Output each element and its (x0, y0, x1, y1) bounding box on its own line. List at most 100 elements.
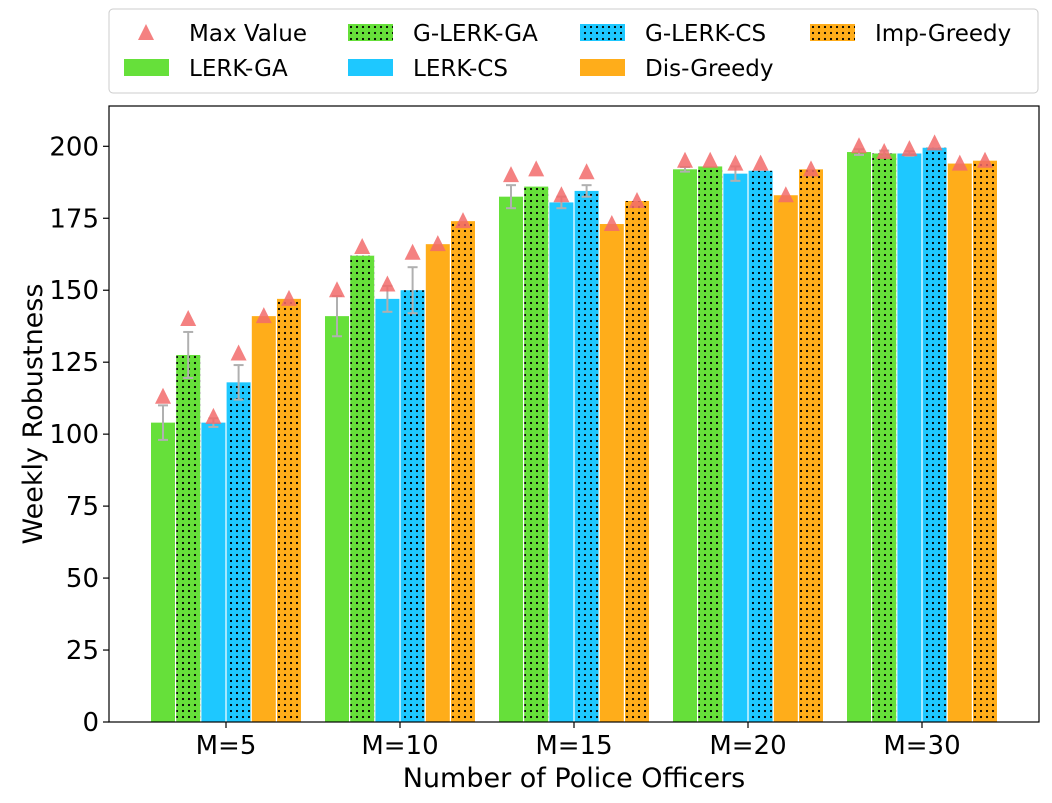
max-value-marker-lerk-cs-m-30 (901, 140, 918, 157)
max-value-marker-g-lerk-ga-m-20 (702, 151, 719, 168)
bar-lerk-ga-m-10 (325, 316, 349, 722)
max-value-marker-lerk-ga-m-5 (155, 387, 171, 404)
x-tick-label-m-20: M=20 (709, 731, 786, 761)
max-value-marker-lerk-cs-m-5 (205, 407, 222, 424)
legend-swatch (580, 24, 625, 41)
max-value-marker-g-lerk-ga-m-15 (528, 160, 545, 177)
legend-item-lerk-ga: LERK-GA (124, 56, 288, 82)
y-axis-ticks: 0 25 50 75 100 125 150 175 200 (49, 132, 109, 738)
bar-imp-greedy-m-15 (625, 200, 649, 722)
x-tick-label-m-15: M=15 (535, 731, 612, 761)
legend-label: G-LERK-CS (645, 21, 766, 47)
x-tick-label-m-10: M=10 (361, 731, 438, 761)
bar-lerk-cs-m-5 (201, 422, 226, 722)
max-value-marker-g-lerk-cs-m-15 (578, 163, 595, 180)
legend-item-g-lerk-cs: G-LERK-CS (580, 21, 766, 47)
bar-imp-greedy-m-10 (451, 221, 475, 722)
legend-item-max-value: Max Value (138, 21, 307, 47)
y-tick-label: 50 (66, 564, 99, 594)
max-value-marker-imp-greedy-m-20 (803, 160, 819, 177)
legend-swatch (810, 24, 855, 41)
bar-dis-greedy-m-20 (773, 195, 798, 722)
max-value-marker-g-lerk-ga-m-10 (354, 238, 371, 255)
bar-lerk-cs-m-15 (549, 202, 574, 722)
bar-dis-greedy-m-10 (425, 244, 450, 723)
max-value-marker-dis-greedy-m-5 (255, 307, 272, 324)
max-value-marker-lerk-ga-m-15 (503, 166, 519, 183)
legend-label: G-LERK-GA (413, 21, 538, 47)
max-value-marker-g-lerk-cs-m-30 (926, 134, 943, 151)
bar-g-lerk-cs-m-30 (922, 147, 947, 723)
max-value-marker-dis-greedy-m-20 (777, 186, 794, 203)
bar-dis-greedy-m-5 (251, 316, 276, 722)
legend-label: Max Value (189, 21, 307, 47)
bars-layer (151, 147, 997, 723)
max-value-marker-imp-greedy-m-30 (977, 151, 993, 168)
y-tick-label: 150 (49, 276, 99, 306)
y-tick-label: 75 (66, 492, 99, 522)
y-axis-label: Weekly Robustness (18, 284, 49, 545)
error-bar-g-lerk-cs-m-5 (233, 364, 244, 401)
max-value-marker-imp-greedy-m-15 (629, 191, 645, 208)
max-value-marker-lerk-ga-m-20 (677, 151, 693, 168)
bar-g-lerk-ga-m-20 (698, 166, 723, 722)
bar-g-lerk-cs-m-20 (748, 170, 773, 722)
y-tick-label: 25 (66, 636, 99, 666)
error-bar-lerk-ga-m-15 (506, 184, 516, 210)
max-value-markers-layer (155, 134, 993, 424)
x-tick-label-m-5: M=5 (196, 731, 257, 761)
max-value-marker-g-lerk-cs-m-20 (752, 154, 769, 171)
max-value-marker-imp-greedy-m-10 (455, 212, 471, 229)
bar-g-lerk-ga-m-10 (350, 255, 375, 722)
max-value-marker-g-lerk-ga-m-5 (180, 310, 197, 327)
bar-g-lerk-cs-m-15 (574, 190, 599, 722)
bar-lerk-ga-m-20 (673, 169, 697, 723)
bar-imp-greedy-m-30 (973, 160, 997, 722)
bar-lerk-ga-m-5 (151, 422, 175, 722)
legend-item-imp-greedy: Imp-Greedy (810, 21, 1011, 47)
error-bar-lerk-ga-m-5 (158, 404, 168, 441)
max-value-marker-lerk-cs-m-10 (379, 275, 396, 292)
max-value-marker-dis-greedy-m-10 (429, 235, 446, 252)
legend-swatch (138, 24, 154, 40)
max-value-marker-lerk-cs-m-20 (727, 154, 744, 171)
legend-item-g-lerk-ga: G-LERK-GA (348, 21, 538, 47)
y-tick-label: 175 (49, 204, 99, 234)
y-tick-label: 125 (49, 348, 99, 378)
legend-frame (108, 8, 1039, 94)
max-value-marker-g-lerk-cs-m-10 (404, 243, 421, 260)
max-value-marker-g-lerk-cs-m-5 (230, 344, 247, 361)
bar-g-lerk-cs-m-10 (400, 290, 425, 722)
max-value-marker-lerk-ga-m-10 (329, 281, 345, 298)
legend-swatch (124, 59, 169, 76)
bar-dis-greedy-m-30 (947, 163, 972, 723)
bar-lerk-ga-m-15 (499, 196, 523, 722)
legend-label: Dis-Greedy (645, 56, 774, 82)
max-value-marker-lerk-cs-m-15 (553, 186, 570, 203)
bar-g-lerk-cs-m-5 (226, 382, 251, 722)
legend-label: Imp-Greedy (875, 21, 1011, 47)
legend-item-dis-greedy: Dis-Greedy (580, 56, 774, 82)
x-tick-label-m-30: M=30 (883, 731, 960, 761)
max-value-marker-g-lerk-ga-m-30 (876, 143, 893, 160)
legend-swatch (348, 24, 393, 41)
error-bar-g-lerk-cs-m-15 (581, 184, 592, 198)
bar-lerk-cs-m-30 (897, 153, 922, 722)
error-bar-g-lerk-ga-m-5 (183, 330, 194, 380)
y-tick-label: 0 (82, 708, 99, 738)
max-value-marker-imp-greedy-m-5 (281, 289, 297, 306)
legend-swatch (580, 59, 625, 76)
x-axis-label: Number of Police Officers (403, 763, 746, 794)
bar-dis-greedy-m-15 (599, 224, 624, 723)
legend-item-lerk-cs: LERK-CS (348, 56, 508, 82)
max-value-marker-lerk-ga-m-30 (851, 137, 867, 154)
max-value-marker-dis-greedy-m-30 (951, 154, 968, 171)
x-axis-ticks: M=5 M=10 M=15 M=20 M=30 (196, 722, 961, 761)
legend-label: LERK-GA (189, 56, 288, 82)
bar-g-lerk-ga-m-15 (524, 186, 549, 722)
legend: Max Value LERK-GA G-LERK-GA LERK-CS G-LERK-C… (108, 8, 1039, 94)
bar-g-lerk-ga-m-30 (872, 153, 897, 722)
bar-g-lerk-ga-m-5 (176, 354, 201, 722)
error-bar-g-lerk-cs-m-10 (407, 266, 418, 315)
